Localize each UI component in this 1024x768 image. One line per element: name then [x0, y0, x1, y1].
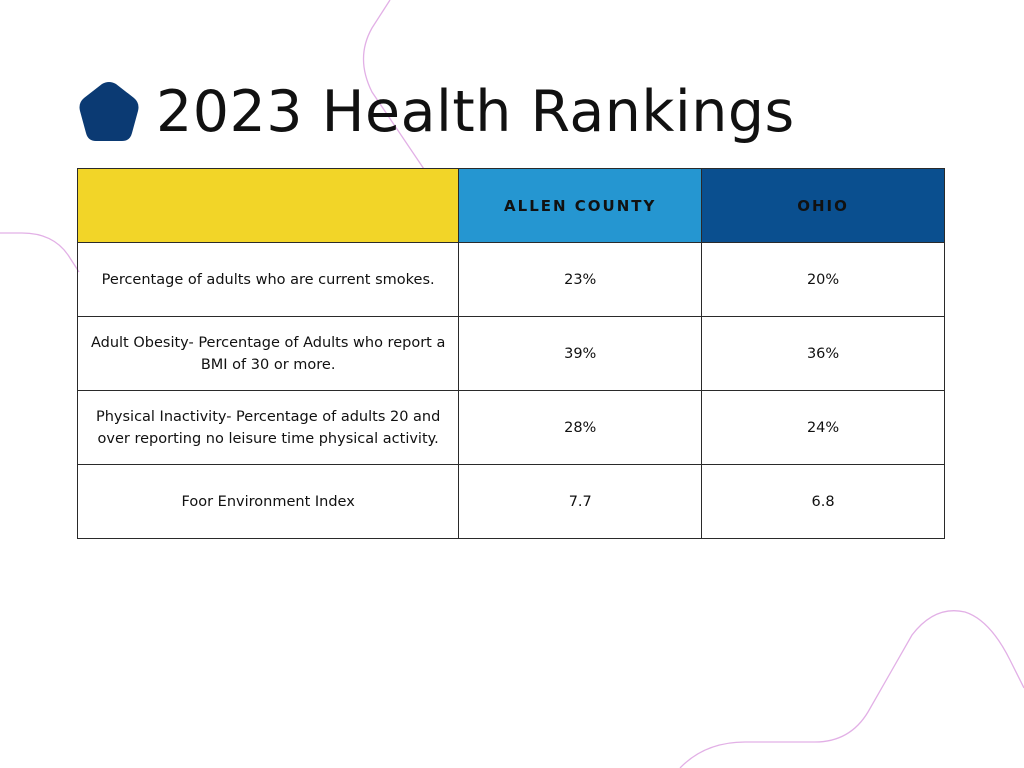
- decorative-line-left: [0, 232, 80, 273]
- row-label: Percentage of adults who are current smo…: [76, 242, 460, 317]
- allen-county-value: 39%: [458, 316, 703, 391]
- header-blank-cell: [76, 168, 460, 243]
- title-row: 2023 Health Rankings: [78, 72, 795, 152]
- health-rankings-table: ALLEN COUNTY OHIO Percentage of adults w…: [76, 168, 945, 539]
- header-ohio: OHIO: [701, 168, 945, 243]
- ohio-value: 36%: [701, 316, 945, 391]
- allen-county-value: 7.7: [458, 464, 703, 539]
- pentagon-logo-icon: [79, 82, 139, 141]
- ohio-value: 6.8: [701, 464, 945, 539]
- allen-county-value: 23%: [458, 242, 703, 317]
- header-allen-county: ALLEN COUNTY: [458, 168, 703, 243]
- table-row: Percentage of adults who are current smo…: [76, 242, 945, 317]
- table-row: Physical Inactivity- Percentage of adult…: [76, 390, 945, 465]
- allen-county-value: 28%: [458, 390, 703, 465]
- table-header-row: ALLEN COUNTY OHIO: [76, 168, 945, 243]
- ohio-value: 24%: [701, 390, 945, 465]
- table-row: Foor Environment Index 7.7 6.8: [76, 464, 945, 539]
- page-title: 2023 Health Rankings: [156, 79, 795, 145]
- decorative-line-bottom: [679, 610, 1024, 768]
- table-row: Adult Obesity- Percentage of Adults who …: [76, 316, 945, 391]
- row-label: Foor Environment Index: [76, 464, 460, 539]
- row-label: Adult Obesity- Percentage of Adults who …: [76, 316, 460, 391]
- ohio-value: 20%: [701, 242, 945, 317]
- row-label: Physical Inactivity- Percentage of adult…: [76, 390, 460, 465]
